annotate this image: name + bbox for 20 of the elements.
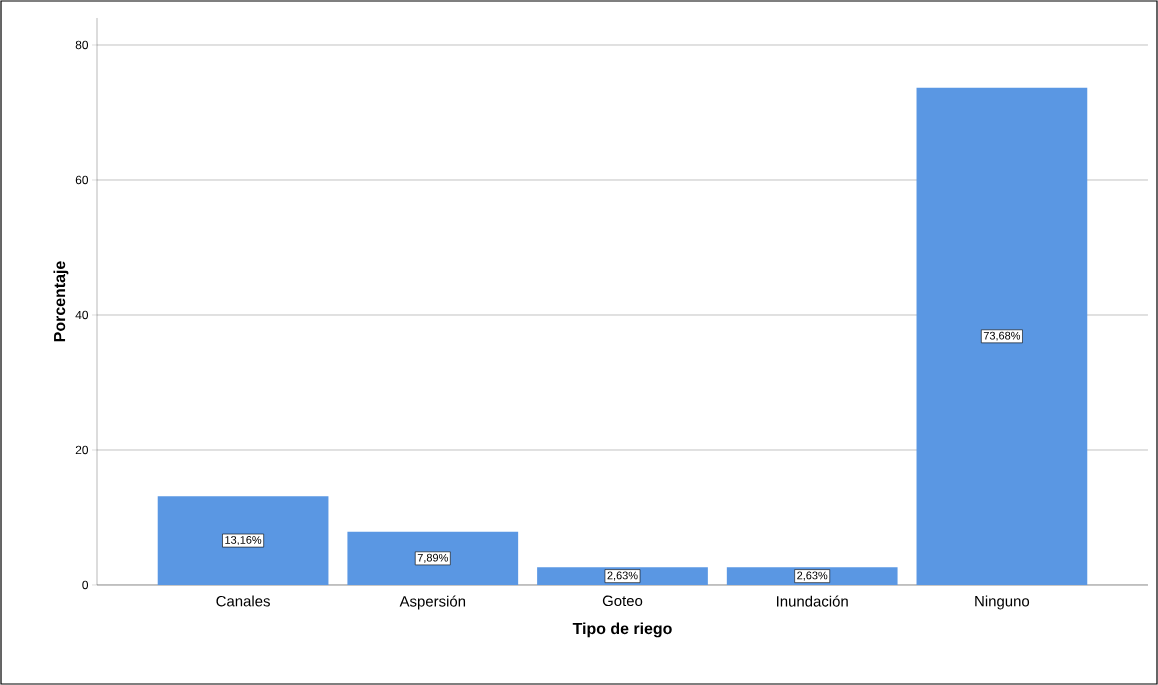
x-axis-title: Tipo de riego bbox=[572, 622, 672, 638]
y-axis-title: Porcentaje bbox=[53, 261, 69, 342]
x-tick-label: Ninguno bbox=[975, 595, 1030, 610]
bar bbox=[347, 531, 519, 585]
y-tick-label: 60 bbox=[75, 175, 89, 185]
data-label: 2,63% bbox=[797, 571, 828, 581]
data-label: 13,16% bbox=[225, 536, 262, 546]
bar bbox=[157, 496, 329, 585]
y-tick-label: 40 bbox=[75, 310, 89, 320]
x-tick-label: Canales bbox=[216, 595, 270, 607]
data-label: 2,63% bbox=[607, 571, 638, 581]
y-tick-label: 20 bbox=[75, 445, 89, 455]
data-label: 73,68% bbox=[983, 331, 1021, 341]
y-tick-label: 0 bbox=[82, 580, 89, 590]
x-tick-label: Aspersión bbox=[399, 595, 466, 610]
bar bbox=[916, 87, 1088, 585]
x-tick-label: Inundación bbox=[777, 595, 848, 607]
data-label: 7,89% bbox=[417, 553, 448, 563]
y-tick-label: 80 bbox=[75, 40, 89, 50]
x-tick-label: Goteo bbox=[602, 595, 643, 607]
